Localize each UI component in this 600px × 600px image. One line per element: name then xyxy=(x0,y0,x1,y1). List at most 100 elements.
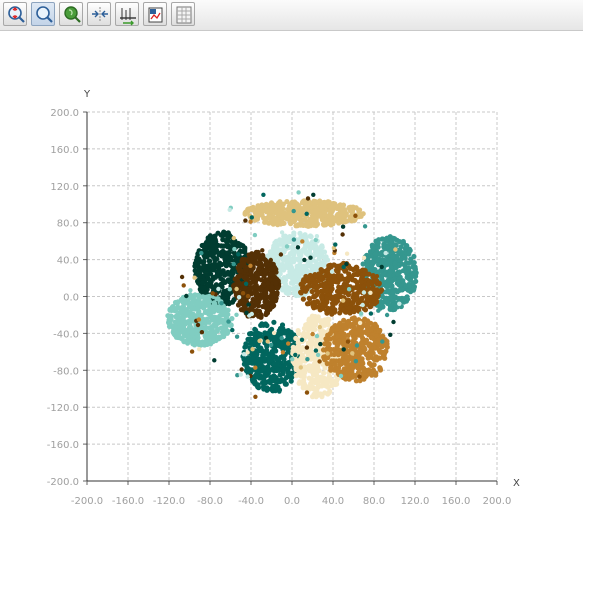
x-tick-label: -200.0 xyxy=(71,496,103,507)
data-point xyxy=(211,317,217,323)
data-point xyxy=(366,360,373,366)
data-point xyxy=(257,338,262,344)
data-point xyxy=(291,241,297,247)
data-point xyxy=(295,345,301,351)
data-point xyxy=(280,201,286,207)
data-point xyxy=(334,297,340,304)
data-point xyxy=(271,319,277,325)
data-point xyxy=(216,336,222,342)
data-point xyxy=(252,331,258,337)
data-point xyxy=(331,273,337,279)
data-point xyxy=(226,319,231,324)
data-point xyxy=(337,320,343,326)
data-point xyxy=(227,287,232,292)
data-point xyxy=(215,296,221,302)
data-point xyxy=(347,372,353,378)
data-point xyxy=(336,284,342,290)
data-point xyxy=(275,285,281,291)
data-point xyxy=(374,274,380,279)
toolbar-button-5[interactable] xyxy=(115,2,139,26)
data-point xyxy=(298,289,304,295)
data-point xyxy=(277,262,284,268)
data-point xyxy=(237,299,242,305)
data-point xyxy=(269,284,275,290)
toolbar-button-6[interactable] xyxy=(143,2,167,26)
data-point xyxy=(211,250,217,256)
data-point xyxy=(279,230,285,235)
series-10 xyxy=(320,315,390,384)
data-point xyxy=(309,369,316,375)
data-point xyxy=(281,267,287,273)
data-point xyxy=(305,357,310,362)
data-point xyxy=(349,316,355,322)
data-point xyxy=(352,335,358,341)
data-point xyxy=(215,326,221,332)
data-point xyxy=(187,314,193,320)
data-point xyxy=(302,248,308,254)
data-point xyxy=(191,297,197,303)
data-point xyxy=(325,342,331,348)
data-point xyxy=(380,333,386,339)
data-point xyxy=(353,359,359,364)
data-point xyxy=(304,211,309,216)
data-point xyxy=(405,287,411,293)
data-point xyxy=(341,264,346,270)
data-point xyxy=(243,281,249,286)
data-point xyxy=(311,284,317,290)
x-tick-label: 40.0 xyxy=(322,496,344,507)
data-point xyxy=(256,209,262,215)
data-point xyxy=(236,252,241,257)
data-point xyxy=(268,295,274,301)
data-point xyxy=(412,268,418,274)
data-point xyxy=(375,244,381,250)
data-point xyxy=(271,338,277,344)
data-point xyxy=(278,252,284,257)
data-point xyxy=(350,351,355,356)
data-point xyxy=(334,263,340,269)
data-point xyxy=(349,342,355,348)
toolbar-button-3[interactable] xyxy=(59,2,83,26)
data-point xyxy=(297,349,303,355)
data-point xyxy=(295,337,301,343)
data-point xyxy=(347,323,354,329)
y-axis-label: Y xyxy=(83,89,91,100)
data-point xyxy=(252,326,258,332)
data-point xyxy=(366,343,372,349)
toolbar xyxy=(0,0,583,31)
data-point xyxy=(376,308,381,313)
data-point xyxy=(298,253,304,259)
data-point xyxy=(397,301,402,306)
data-point xyxy=(181,329,187,335)
data-point xyxy=(203,324,209,330)
data-point xyxy=(225,311,231,318)
data-point xyxy=(329,216,335,222)
toolbar-button-1[interactable] xyxy=(3,2,27,26)
x-tick-label: -120.0 xyxy=(153,496,185,507)
y-tick-label: 200.0 xyxy=(50,108,79,119)
data-point xyxy=(233,281,239,287)
toolbar-button-7[interactable] xyxy=(171,2,195,26)
data-point xyxy=(211,323,217,329)
data-point xyxy=(254,291,260,297)
data-point xyxy=(260,282,266,288)
data-point xyxy=(300,239,305,244)
data-point xyxy=(323,254,329,260)
data-point xyxy=(275,367,281,373)
data-point xyxy=(396,239,403,245)
data-point xyxy=(379,293,385,300)
toolbar-button-2[interactable] xyxy=(31,2,55,26)
toolbar-button-4[interactable] xyxy=(87,2,111,26)
data-point xyxy=(361,290,367,295)
data-point xyxy=(342,285,348,291)
data-point xyxy=(318,202,324,208)
data-point xyxy=(258,333,264,339)
data-point xyxy=(234,255,240,261)
data-point xyxy=(249,376,255,383)
scatter-points xyxy=(165,190,419,400)
data-point xyxy=(329,327,335,333)
data-point xyxy=(263,335,269,341)
data-point xyxy=(373,372,379,378)
data-point xyxy=(254,373,260,379)
data-point xyxy=(364,257,371,264)
